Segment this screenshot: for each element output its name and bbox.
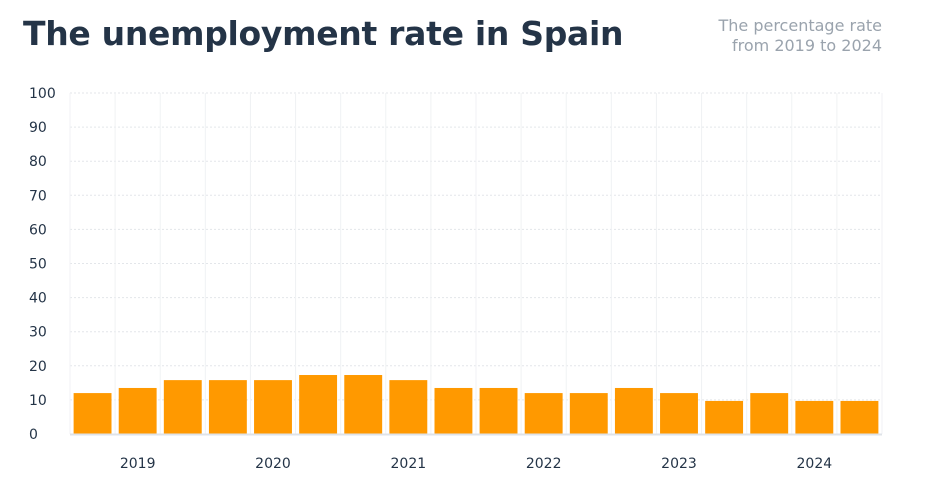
x-tick-label: 2024 <box>797 456 833 472</box>
x-tick-label: 2022 <box>526 456 562 472</box>
bar <box>299 375 338 434</box>
bar <box>660 393 698 434</box>
y-tick-label: 70 <box>29 188 47 204</box>
bar <box>840 400 879 434</box>
y-tick-label: 100 <box>29 86 56 102</box>
x-tick-label: 2023 <box>661 456 697 472</box>
x-tick-label: 2019 <box>120 456 156 472</box>
bar <box>208 380 247 434</box>
bar <box>254 380 292 434</box>
y-tick-label: 50 <box>29 257 47 273</box>
bar <box>73 393 112 434</box>
y-tick-label: 0 <box>29 427 38 443</box>
x-tick-label: 2020 <box>255 456 291 472</box>
bar <box>118 387 157 434</box>
bar <box>614 387 653 434</box>
bar <box>569 393 608 434</box>
x-tick-label: 2021 <box>391 456 427 472</box>
y-tick-label: 60 <box>29 222 47 238</box>
y-tick-label: 20 <box>29 359 47 375</box>
bar <box>389 380 428 434</box>
bar <box>434 387 473 434</box>
bar <box>705 400 744 434</box>
bar <box>163 380 202 434</box>
bar <box>524 393 563 434</box>
chart-subtitle: The percentage rate from 2019 to 2024 <box>622 16 882 56</box>
x-axis-ticks: 2019 2020 2021 2022 2023 2024 <box>120 456 832 472</box>
chart-subtitle-line-2: from 2019 to 2024 <box>732 36 882 55</box>
y-tick-label: 30 <box>29 325 47 341</box>
bar <box>344 375 383 434</box>
bar <box>479 387 518 434</box>
bars <box>73 375 879 434</box>
y-tick-label: 90 <box>29 120 47 136</box>
y-tick-label: 40 <box>29 291 47 307</box>
chart-subtitle-line-1: The percentage rate <box>718 16 882 35</box>
y-tick-label: 10 <box>29 393 47 409</box>
grid-lines <box>69 92 883 434</box>
chart-title: The unemployment rate in Spain <box>23 14 624 53</box>
y-tick-label: 80 <box>29 154 47 170</box>
bar <box>750 393 789 434</box>
bar <box>795 400 834 434</box>
y-axis-ticks: 0 10 20 30 40 50 60 70 80 90 100 <box>29 86 56 443</box>
